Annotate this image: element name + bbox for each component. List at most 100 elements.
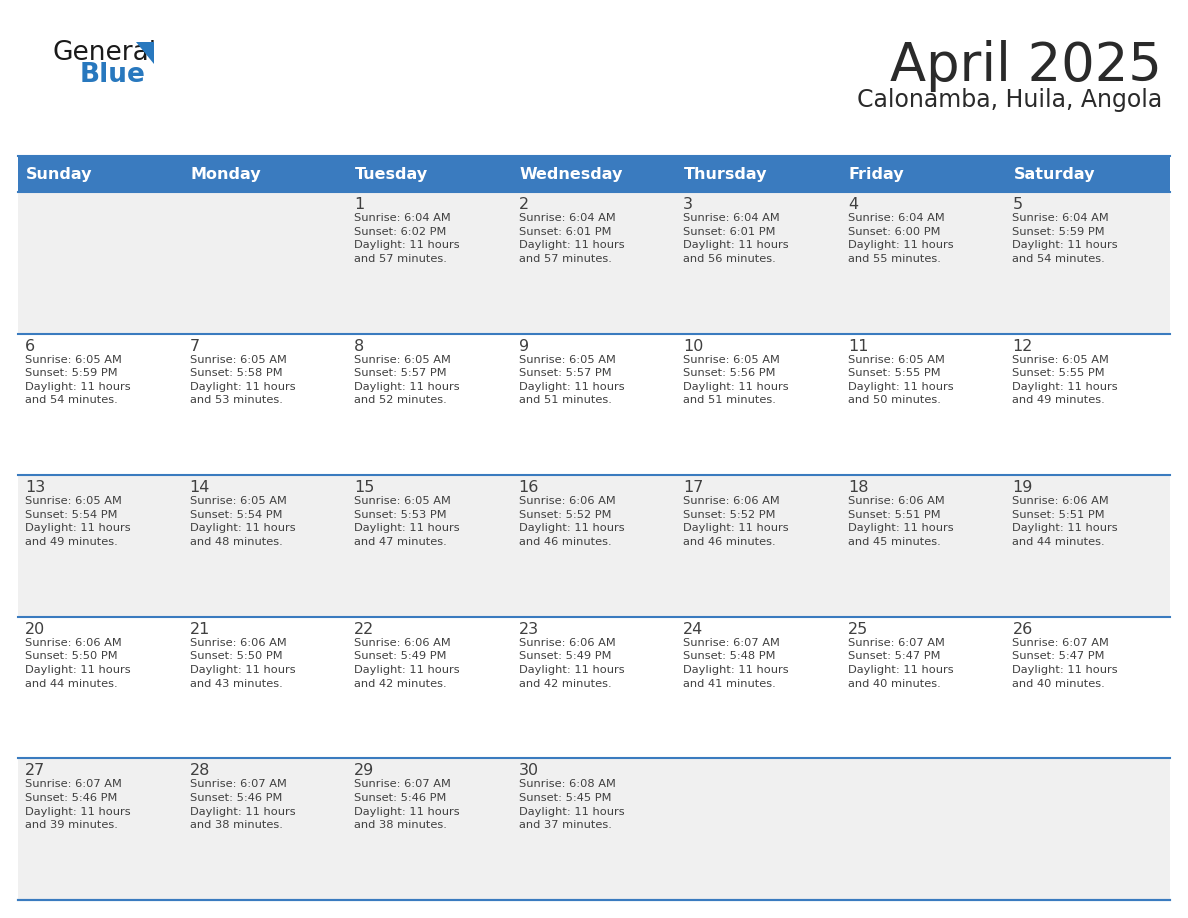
Bar [1005,156,1170,192]
Text: Sunrise: 6:04 AM
Sunset: 6:01 PM
Daylight: 11 hours
and 56 minutes.: Sunrise: 6:04 AM Sunset: 6:01 PM Dayligh… [683,213,789,263]
Bar [347,192,512,333]
Text: Sunrise: 6:05 AM
Sunset: 5:53 PM
Daylight: 11 hours
and 47 minutes.: Sunrise: 6:05 AM Sunset: 5:53 PM Dayligh… [354,497,460,547]
Bar [347,333,512,476]
Bar [841,617,1005,758]
Bar [676,192,841,333]
Text: Friday: Friday [849,166,904,182]
Text: 25: 25 [848,621,868,637]
Text: Sunrise: 6:05 AM
Sunset: 5:54 PM
Daylight: 11 hours
and 48 minutes.: Sunrise: 6:05 AM Sunset: 5:54 PM Dayligh… [190,497,295,547]
Text: Sunrise: 6:05 AM
Sunset: 5:55 PM
Daylight: 11 hours
and 50 minutes.: Sunrise: 6:05 AM Sunset: 5:55 PM Dayligh… [848,354,954,406]
Bar [1005,192,1170,333]
Text: Sunrise: 6:05 AM
Sunset: 5:56 PM
Daylight: 11 hours
and 51 minutes.: Sunrise: 6:05 AM Sunset: 5:56 PM Dayligh… [683,354,789,406]
Bar [18,758,183,900]
Bar [512,758,676,900]
Bar [18,192,183,333]
Bar [841,192,1005,333]
Text: Sunrise: 6:05 AM
Sunset: 5:59 PM
Daylight: 11 hours
and 54 minutes.: Sunrise: 6:05 AM Sunset: 5:59 PM Dayligh… [25,354,131,406]
Bar [676,758,841,900]
Bar [18,333,183,476]
Text: Sunrise: 6:05 AM
Sunset: 5:58 PM
Daylight: 11 hours
and 53 minutes.: Sunrise: 6:05 AM Sunset: 5:58 PM Dayligh… [190,354,295,406]
Bar [18,156,183,192]
Text: Wednesday: Wednesday [519,166,623,182]
Text: 29: 29 [354,764,374,778]
Bar [1005,617,1170,758]
Bar [1005,758,1170,900]
Text: 9: 9 [519,339,529,353]
Bar [841,333,1005,476]
Text: 18: 18 [848,480,868,495]
Text: Sunrise: 6:07 AM
Sunset: 5:48 PM
Daylight: 11 hours
and 41 minutes.: Sunrise: 6:07 AM Sunset: 5:48 PM Dayligh… [683,638,789,688]
Text: 30: 30 [519,764,539,778]
Text: Sunrise: 6:08 AM
Sunset: 5:45 PM
Daylight: 11 hours
and 37 minutes.: Sunrise: 6:08 AM Sunset: 5:45 PM Dayligh… [519,779,625,830]
Text: 27: 27 [25,764,45,778]
Bar [1005,333,1170,476]
Text: Sunrise: 6:06 AM
Sunset: 5:50 PM
Daylight: 11 hours
and 43 minutes.: Sunrise: 6:06 AM Sunset: 5:50 PM Dayligh… [190,638,295,688]
Bar [841,476,1005,617]
Text: 23: 23 [519,621,539,637]
Text: 10: 10 [683,339,703,353]
Bar [512,192,676,333]
Text: Sunrise: 6:04 AM
Sunset: 6:00 PM
Daylight: 11 hours
and 55 minutes.: Sunrise: 6:04 AM Sunset: 6:00 PM Dayligh… [848,213,954,263]
Text: Sunrise: 6:06 AM
Sunset: 5:49 PM
Daylight: 11 hours
and 42 minutes.: Sunrise: 6:06 AM Sunset: 5:49 PM Dayligh… [354,638,460,688]
Text: 5: 5 [1012,197,1023,212]
Bar [1005,476,1170,617]
Text: 17: 17 [683,480,703,495]
Bar [676,333,841,476]
Bar [512,617,676,758]
Polygon shape [135,42,154,64]
Text: 14: 14 [190,480,210,495]
Text: Sunrise: 6:07 AM
Sunset: 5:47 PM
Daylight: 11 hours
and 40 minutes.: Sunrise: 6:07 AM Sunset: 5:47 PM Dayligh… [848,638,954,688]
Text: Sunrise: 6:06 AM
Sunset: 5:51 PM
Daylight: 11 hours
and 44 minutes.: Sunrise: 6:06 AM Sunset: 5:51 PM Dayligh… [1012,497,1118,547]
Bar [676,617,841,758]
Text: 8: 8 [354,339,365,353]
Text: 22: 22 [354,621,374,637]
Bar [18,617,183,758]
Text: 4: 4 [848,197,858,212]
Bar [183,333,347,476]
Text: Tuesday: Tuesday [355,166,428,182]
Text: Sunrise: 6:07 AM
Sunset: 5:47 PM
Daylight: 11 hours
and 40 minutes.: Sunrise: 6:07 AM Sunset: 5:47 PM Dayligh… [1012,638,1118,688]
Text: Saturday: Saturday [1013,166,1095,182]
Text: 21: 21 [190,621,210,637]
Text: Monday: Monday [190,166,261,182]
Bar [183,617,347,758]
Text: Thursday: Thursday [684,166,767,182]
Text: Sunrise: 6:07 AM
Sunset: 5:46 PM
Daylight: 11 hours
and 38 minutes.: Sunrise: 6:07 AM Sunset: 5:46 PM Dayligh… [190,779,295,830]
Bar [183,192,347,333]
Text: Sunrise: 6:06 AM
Sunset: 5:51 PM
Daylight: 11 hours
and 45 minutes.: Sunrise: 6:06 AM Sunset: 5:51 PM Dayligh… [848,497,954,547]
Text: 13: 13 [25,480,45,495]
Bar [18,476,183,617]
Text: 19: 19 [1012,480,1032,495]
Text: Calonamba, Huila, Angola: Calonamba, Huila, Angola [857,88,1162,112]
Text: 3: 3 [683,197,694,212]
Text: Sunrise: 6:06 AM
Sunset: 5:50 PM
Daylight: 11 hours
and 44 minutes.: Sunrise: 6:06 AM Sunset: 5:50 PM Dayligh… [25,638,131,688]
Text: Sunrise: 6:04 AM
Sunset: 6:01 PM
Daylight: 11 hours
and 57 minutes.: Sunrise: 6:04 AM Sunset: 6:01 PM Dayligh… [519,213,625,263]
Text: 24: 24 [683,621,703,637]
Text: Sunrise: 6:07 AM
Sunset: 5:46 PM
Daylight: 11 hours
and 38 minutes.: Sunrise: 6:07 AM Sunset: 5:46 PM Dayligh… [354,779,460,830]
Bar [183,156,347,192]
Text: Blue: Blue [80,62,146,88]
Bar [676,156,841,192]
Text: 7: 7 [190,339,200,353]
Text: 15: 15 [354,480,374,495]
Text: April 2025: April 2025 [890,40,1162,92]
Bar [841,758,1005,900]
Bar [347,758,512,900]
Text: Sunday: Sunday [26,166,93,182]
Text: 1: 1 [354,197,365,212]
Text: 11: 11 [848,339,868,353]
Text: Sunrise: 6:05 AM
Sunset: 5:54 PM
Daylight: 11 hours
and 49 minutes.: Sunrise: 6:05 AM Sunset: 5:54 PM Dayligh… [25,497,131,547]
Bar [183,476,347,617]
Bar [347,476,512,617]
Bar [347,617,512,758]
Text: Sunrise: 6:07 AM
Sunset: 5:46 PM
Daylight: 11 hours
and 39 minutes.: Sunrise: 6:07 AM Sunset: 5:46 PM Dayligh… [25,779,131,830]
Text: 20: 20 [25,621,45,637]
Text: Sunrise: 6:05 AM
Sunset: 5:55 PM
Daylight: 11 hours
and 49 minutes.: Sunrise: 6:05 AM Sunset: 5:55 PM Dayligh… [1012,354,1118,406]
Text: Sunrise: 6:05 AM
Sunset: 5:57 PM
Daylight: 11 hours
and 52 minutes.: Sunrise: 6:05 AM Sunset: 5:57 PM Dayligh… [354,354,460,406]
Bar [512,156,676,192]
Bar [512,333,676,476]
Text: Sunrise: 6:06 AM
Sunset: 5:52 PM
Daylight: 11 hours
and 46 minutes.: Sunrise: 6:06 AM Sunset: 5:52 PM Dayligh… [683,497,789,547]
Text: Sunrise: 6:04 AM
Sunset: 6:02 PM
Daylight: 11 hours
and 57 minutes.: Sunrise: 6:04 AM Sunset: 6:02 PM Dayligh… [354,213,460,263]
Bar [512,476,676,617]
Text: General: General [52,40,156,66]
